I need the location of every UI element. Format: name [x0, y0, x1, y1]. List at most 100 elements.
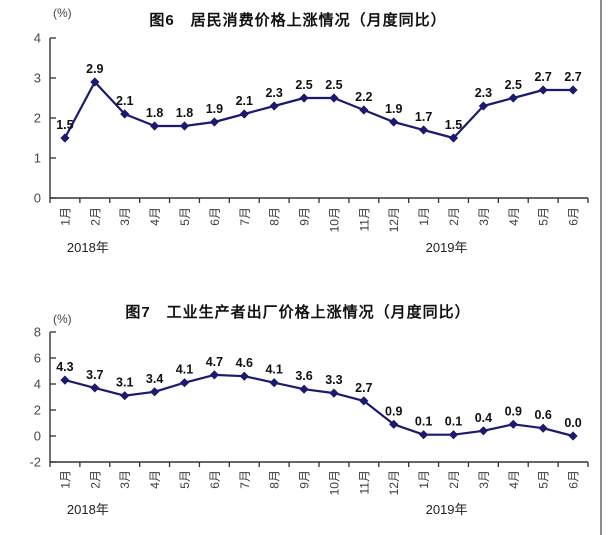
data-point-marker — [448, 430, 459, 440]
data-point-marker — [359, 396, 369, 406]
month-label: 5月 — [178, 470, 192, 489]
month-label: 4月 — [148, 207, 162, 226]
data-point-label: 3.1 — [116, 376, 133, 390]
year-label: 2018年 — [67, 502, 109, 517]
data-point-label: 3.4 — [146, 372, 163, 386]
axis-lines — [49, 38, 588, 199]
ppi-chart: -2 0 2 4 6 8 4.3 3.7 3.1 3.4 4.1 4.7 4.6 4.1 3.6 3.3 2.7… — [29, 325, 589, 517]
data-point-marker — [209, 370, 219, 380]
y-tick-label: 4 — [34, 377, 41, 392]
data-point-label: 1.5 — [445, 118, 462, 132]
data-point-marker — [60, 133, 70, 143]
figure7-unit-label: (%) — [53, 312, 72, 326]
data-point-marker — [359, 105, 369, 115]
axis-lines — [49, 332, 588, 463]
data-point-label: 3.3 — [325, 373, 342, 387]
data-point-label: 2.2 — [355, 90, 372, 104]
y-tick-label: 6 — [34, 351, 41, 366]
month-label: 1月 — [58, 470, 72, 489]
page-right-border — [600, 0, 602, 535]
month-label: 4月 — [148, 470, 162, 489]
data-point-marker — [538, 85, 548, 95]
year-label: 2018年 — [67, 240, 109, 255]
data-point-label: 0.0 — [564, 416, 581, 430]
month-label: 5月 — [178, 207, 192, 226]
data-point-marker — [389, 419, 399, 429]
data-point-label: 2.5 — [325, 78, 342, 92]
month-label: 6月 — [208, 470, 222, 489]
data-point-label: 0.9 — [505, 404, 522, 418]
month-label: 6月 — [567, 470, 581, 489]
month-label: 8月 — [268, 470, 282, 489]
y-tick-label: 0 — [34, 191, 41, 206]
data-point-marker — [419, 430, 429, 440]
data-point-marker — [508, 419, 518, 429]
data-point-label: 2.1 — [236, 94, 253, 108]
month-label: 8月 — [268, 207, 282, 226]
data-point-marker — [299, 93, 309, 103]
data-point-marker — [150, 121, 160, 131]
data-point-label: 2.9 — [86, 62, 103, 76]
data-point-marker — [478, 101, 488, 111]
month-label: 4月 — [507, 470, 521, 489]
month-label: 5月 — [537, 470, 551, 489]
data-point-marker — [568, 85, 578, 95]
figure7-title: 图7 工业生产者出厂价格上涨情况（月度同比） — [125, 304, 471, 321]
data-point-marker — [419, 125, 429, 135]
month-label: 2月 — [88, 470, 102, 489]
data-point-label: 2.5 — [295, 78, 312, 92]
data-point-marker — [508, 93, 518, 103]
month-label: 12月 — [387, 207, 401, 232]
month-label: 4月 — [507, 207, 521, 226]
month-label: 10月 — [327, 207, 341, 232]
month-label: 11月 — [357, 470, 371, 494]
month-label: 1月 — [417, 207, 431, 226]
data-point-marker — [448, 133, 459, 143]
data-point-marker — [90, 383, 100, 393]
y-tick-label: 0 — [34, 429, 41, 444]
month-label: 3月 — [118, 207, 132, 226]
data-point-label: 2.7 — [534, 70, 551, 84]
data-point-label: 2.7 — [564, 70, 581, 84]
data-point-label: 1.7 — [415, 110, 432, 124]
month-label: 2月 — [447, 207, 461, 226]
y-tick-label: 8 — [34, 325, 41, 340]
data-point-label: 2.7 — [355, 381, 372, 395]
year-label: 2019年 — [426, 240, 468, 255]
data-point-marker — [269, 378, 279, 388]
data-point-label: 0.1 — [415, 415, 432, 429]
month-label: 3月 — [477, 207, 491, 226]
year-label: 2019年 — [426, 502, 468, 517]
month-label: 6月 — [208, 207, 222, 226]
data-point-marker — [389, 117, 399, 127]
data-point-label: 2.5 — [505, 78, 522, 92]
data-point-label: 1.9 — [206, 102, 223, 116]
data-point-label: 1.8 — [146, 106, 163, 120]
month-label: 7月 — [238, 207, 252, 226]
data-point-marker — [209, 117, 219, 127]
data-point-label: 3.7 — [86, 368, 103, 382]
data-point-marker — [329, 93, 339, 103]
month-label: 1月 — [58, 207, 72, 226]
month-label: 5月 — [537, 207, 551, 226]
month-label: 7月 — [238, 470, 252, 489]
data-point-label: 1.5 — [56, 118, 73, 132]
data-point-label: 1.9 — [385, 102, 402, 116]
data-point-label: 4.1 — [176, 363, 193, 377]
month-label: 10月 — [327, 470, 341, 495]
data-point-marker — [299, 384, 309, 394]
data-point-label: 4.1 — [265, 363, 282, 377]
month-label: 9月 — [298, 470, 312, 489]
series-line — [63, 80, 574, 140]
month-label: 11月 — [357, 207, 371, 231]
series-line — [64, 373, 574, 438]
y-tick-label: 4 — [34, 31, 41, 46]
data-point-marker — [538, 423, 548, 433]
data-point-label: 4.3 — [56, 360, 73, 374]
y-tick-label: 1 — [34, 151, 41, 166]
data-point-marker — [329, 388, 339, 398]
data-point-marker — [90, 77, 100, 87]
data-point-marker — [239, 371, 249, 381]
data-point-label: 2.3 — [475, 86, 492, 100]
